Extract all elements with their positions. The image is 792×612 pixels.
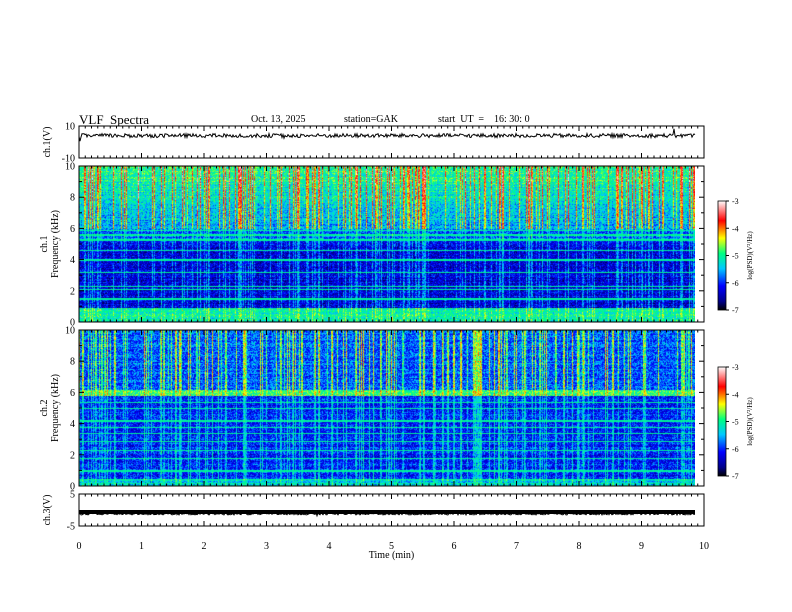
y-tick-label: -10 (62, 154, 75, 165)
colorbar-ch1 (717, 200, 727, 311)
colorbar-tick-label: -6 (732, 279, 739, 288)
x-tick-label: 4 (327, 541, 332, 552)
x-tick-label: 2 (202, 541, 207, 552)
y-tick-label: 4 (70, 255, 75, 266)
y-tick-label: 10 (65, 122, 75, 133)
y-axis-label: ch.1(V) (42, 127, 53, 158)
spectrogram-ch2 (79, 330, 695, 486)
y-tick-label: 5 (70, 490, 75, 501)
station-label: station=GAK (344, 114, 398, 125)
y-tick-label: 0 (70, 318, 75, 329)
chart-title: VLF Spectra (79, 112, 150, 127)
x-tick-label: 1 (139, 541, 144, 552)
y-tick-label: 8 (70, 357, 75, 368)
x-tick-label: 10 (699, 541, 709, 552)
colorbar-tick-label: -3 (732, 363, 739, 372)
x-tick-label: 7 (514, 541, 519, 552)
y-tick-label: 10 (65, 162, 75, 173)
x-tick-label: 0 (77, 541, 82, 552)
x-axis-label: Time (min) (369, 550, 414, 561)
colorbar-tick-label: -5 (732, 252, 739, 261)
start-time-label: start UT = 16: 30: 0 (438, 114, 530, 125)
x-tick-label: 9 (639, 541, 644, 552)
y-tick-label: 2 (70, 286, 75, 297)
y-axis-label-frequency: Frequency (kHz) (50, 374, 61, 442)
colorbar-tick-label: -6 (732, 445, 739, 454)
y-tick-label: -5 (67, 522, 75, 533)
y-axis-label: ch.1 (39, 236, 50, 253)
date-label: Oct. 13, 2025 (251, 114, 306, 125)
y-tick-label: 6 (70, 224, 75, 235)
x-tick-label: 6 (452, 541, 457, 552)
ch3-waveform-band (79, 510, 695, 514)
y-tick-label: 6 (70, 388, 75, 399)
spectrogram-ch1 (79, 166, 695, 322)
colorbar-tick-label: -7 (732, 306, 739, 315)
ch1-waveform-trace (78, 128, 696, 142)
y-axis-label: ch.2 (39, 400, 50, 417)
colorbar-tick-label: -7 (732, 472, 739, 481)
colorbar-label: log(PSD)(V²/Hz) (746, 231, 754, 280)
x-tick-label: 5 (389, 541, 394, 552)
y-tick-label: 8 (70, 193, 75, 204)
x-tick-label: 8 (577, 541, 582, 552)
colorbar-tick-label: -4 (732, 224, 739, 233)
colorbar-tick-label: -5 (732, 418, 739, 427)
y-axis-label-frequency: Frequency (kHz) (50, 210, 61, 278)
x-tick-label: 3 (264, 541, 269, 552)
colorbar-label: log(PSD)(V²/Hz) (746, 397, 754, 446)
colorbar-tick-label: -4 (732, 390, 739, 399)
colorbar-tick-label: -3 (732, 197, 739, 206)
y-tick-label: 4 (70, 419, 75, 430)
y-axis-label: ch.3(V) (42, 495, 53, 526)
colorbar-ch2 (717, 366, 727, 477)
y-tick-label: 0 (70, 482, 75, 493)
y-tick-label: 2 (70, 450, 75, 461)
y-tick-label: 10 (65, 326, 75, 337)
